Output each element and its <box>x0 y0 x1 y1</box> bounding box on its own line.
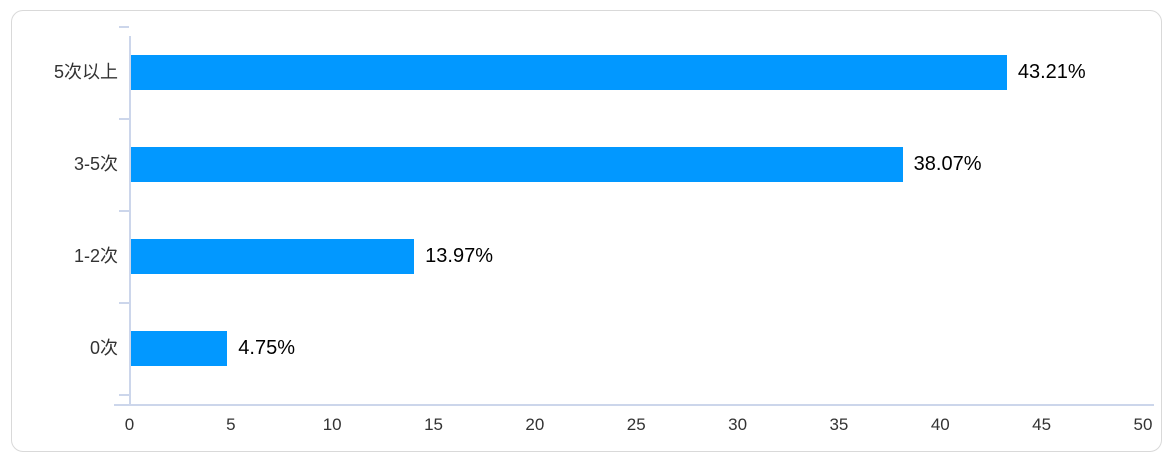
y-axis-tick <box>119 26 129 28</box>
category-label: 0次 <box>89 337 118 358</box>
category-label: 5次以上 <box>53 61 118 82</box>
x-tick-label: 45 <box>1032 415 1052 434</box>
x-tick-label: 20 <box>525 415 545 434</box>
x-tick-label: 5 <box>226 415 236 434</box>
category-label: 3-5次 <box>73 153 118 174</box>
y-axis-tick <box>119 302 129 304</box>
bar-value-label: 43.21% <box>1017 60 1086 83</box>
x-tick-label: 0 <box>124 415 135 434</box>
x-tick-label: 10 <box>322 415 342 434</box>
category-label: 1-2次 <box>73 245 118 266</box>
bar-value-label: 4.75% <box>238 336 295 359</box>
x-tick-label: 40 <box>930 415 950 434</box>
y-axis-tick <box>119 210 129 212</box>
bar[interactable] <box>131 330 228 366</box>
bar-value-label: 38.07% <box>913 152 982 175</box>
x-tick-label: 15 <box>424 415 444 434</box>
bar[interactable] <box>131 54 1007 90</box>
x-axis-line <box>114 404 1154 406</box>
bar-value-label: 13.97% <box>425 244 494 267</box>
bar[interactable] <box>131 238 415 274</box>
y-axis-line <box>129 36 131 404</box>
y-axis-tick <box>119 118 129 120</box>
x-tick-label: 25 <box>626 415 646 434</box>
x-tick-label: 30 <box>728 415 748 434</box>
x-tick-label: 50 <box>1133 415 1153 434</box>
y-axis-tick <box>119 394 129 396</box>
bar[interactable] <box>131 146 903 182</box>
chart-card: 43.21% 5次以上 38.07% 3-5次 13.97% 1-2次 4.75% 0次 0 5 1… <box>11 10 1162 452</box>
x-tick-label: 35 <box>829 415 849 434</box>
